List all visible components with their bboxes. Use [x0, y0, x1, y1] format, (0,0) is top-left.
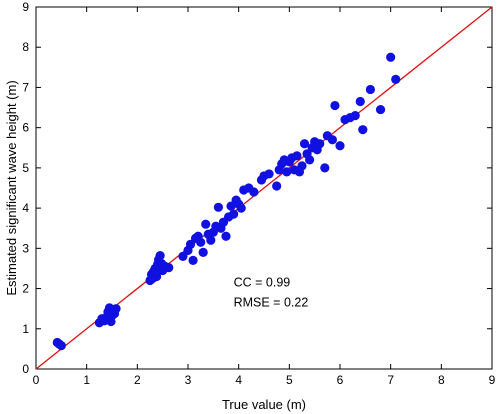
data-point: [198, 247, 208, 257]
data-point: [297, 161, 307, 171]
x-tick-label: 3: [185, 373, 192, 387]
y-axis-ticks: 0 1 2 3 4 5 6 7 8 9: [22, 0, 492, 376]
x-tick-label: 2: [134, 373, 141, 387]
y-axis-label: Estimated significant wave height (m): [4, 80, 19, 295]
y-tick-label: 4: [22, 201, 29, 215]
annotations: CC = 0.99 RMSE = 0.22: [234, 276, 309, 310]
x-tick-label: 4: [235, 373, 242, 387]
data-point: [236, 203, 246, 213]
y-tick-label: 6: [22, 121, 29, 135]
data-point: [151, 271, 162, 282]
data-point: [299, 139, 310, 149]
data-point: [272, 181, 282, 191]
data-point: [109, 308, 120, 319]
data-point: [358, 125, 368, 135]
x-tick-label: 0: [33, 373, 40, 387]
y-tick-label: 9: [22, 0, 29, 14]
data-point: [350, 111, 360, 121]
data-point: [178, 251, 188, 261]
y-tick-label: 1: [22, 322, 29, 336]
data-point: [188, 255, 198, 265]
axes-box: [35, 6, 493, 370]
y-tick-label: 2: [22, 282, 29, 296]
data-point: [335, 141, 345, 151]
y-tick-label: 7: [22, 80, 29, 94]
data-point: [201, 219, 211, 229]
data-point: [292, 151, 302, 161]
data-point: [327, 135, 337, 145]
x-axis-ticks: 0 1 2 3 4 5 6 7 8 9: [33, 7, 496, 387]
data-point: [264, 169, 274, 179]
stat-annotation: RMSE = 0.22: [234, 296, 309, 310]
y-tick-label: 5: [22, 161, 29, 175]
data-point: [330, 100, 340, 111]
x-tick-label: 5: [286, 373, 293, 387]
y-tick-label: 3: [22, 241, 29, 255]
data-point: [391, 74, 401, 84]
x-tick-label: 8: [438, 373, 445, 387]
data-point: [206, 235, 216, 245]
plot-frame: [35, 6, 493, 370]
data-point: [249, 187, 259, 197]
data-point: [375, 104, 386, 115]
data-point: [229, 209, 239, 219]
x-tick-label: 6: [337, 373, 344, 387]
data-point: [226, 201, 236, 211]
data-point: [365, 84, 375, 95]
data-point: [355, 96, 365, 107]
data-point: [213, 202, 223, 212]
x-tick-label: 1: [83, 373, 90, 387]
stat-annotation: CC = 0.99: [234, 276, 291, 290]
data-point: [196, 237, 206, 247]
data-point: [185, 239, 196, 249]
data-point: [155, 250, 165, 261]
data-point: [305, 155, 315, 165]
data-points: [52, 52, 401, 351]
y-tick-label: 0: [22, 362, 29, 376]
data-point: [164, 263, 174, 273]
y-tick-label: 8: [22, 40, 29, 54]
x-tick-label: 7: [387, 373, 394, 387]
data-point: [386, 52, 396, 62]
data-point: [315, 139, 325, 149]
x-tick-label: 9: [489, 373, 496, 387]
data-point: [320, 163, 330, 173]
data-point: [221, 231, 231, 241]
data-point: [56, 341, 66, 351]
data-point: [282, 167, 292, 177]
x-axis-label: True value (m): [222, 397, 306, 412]
